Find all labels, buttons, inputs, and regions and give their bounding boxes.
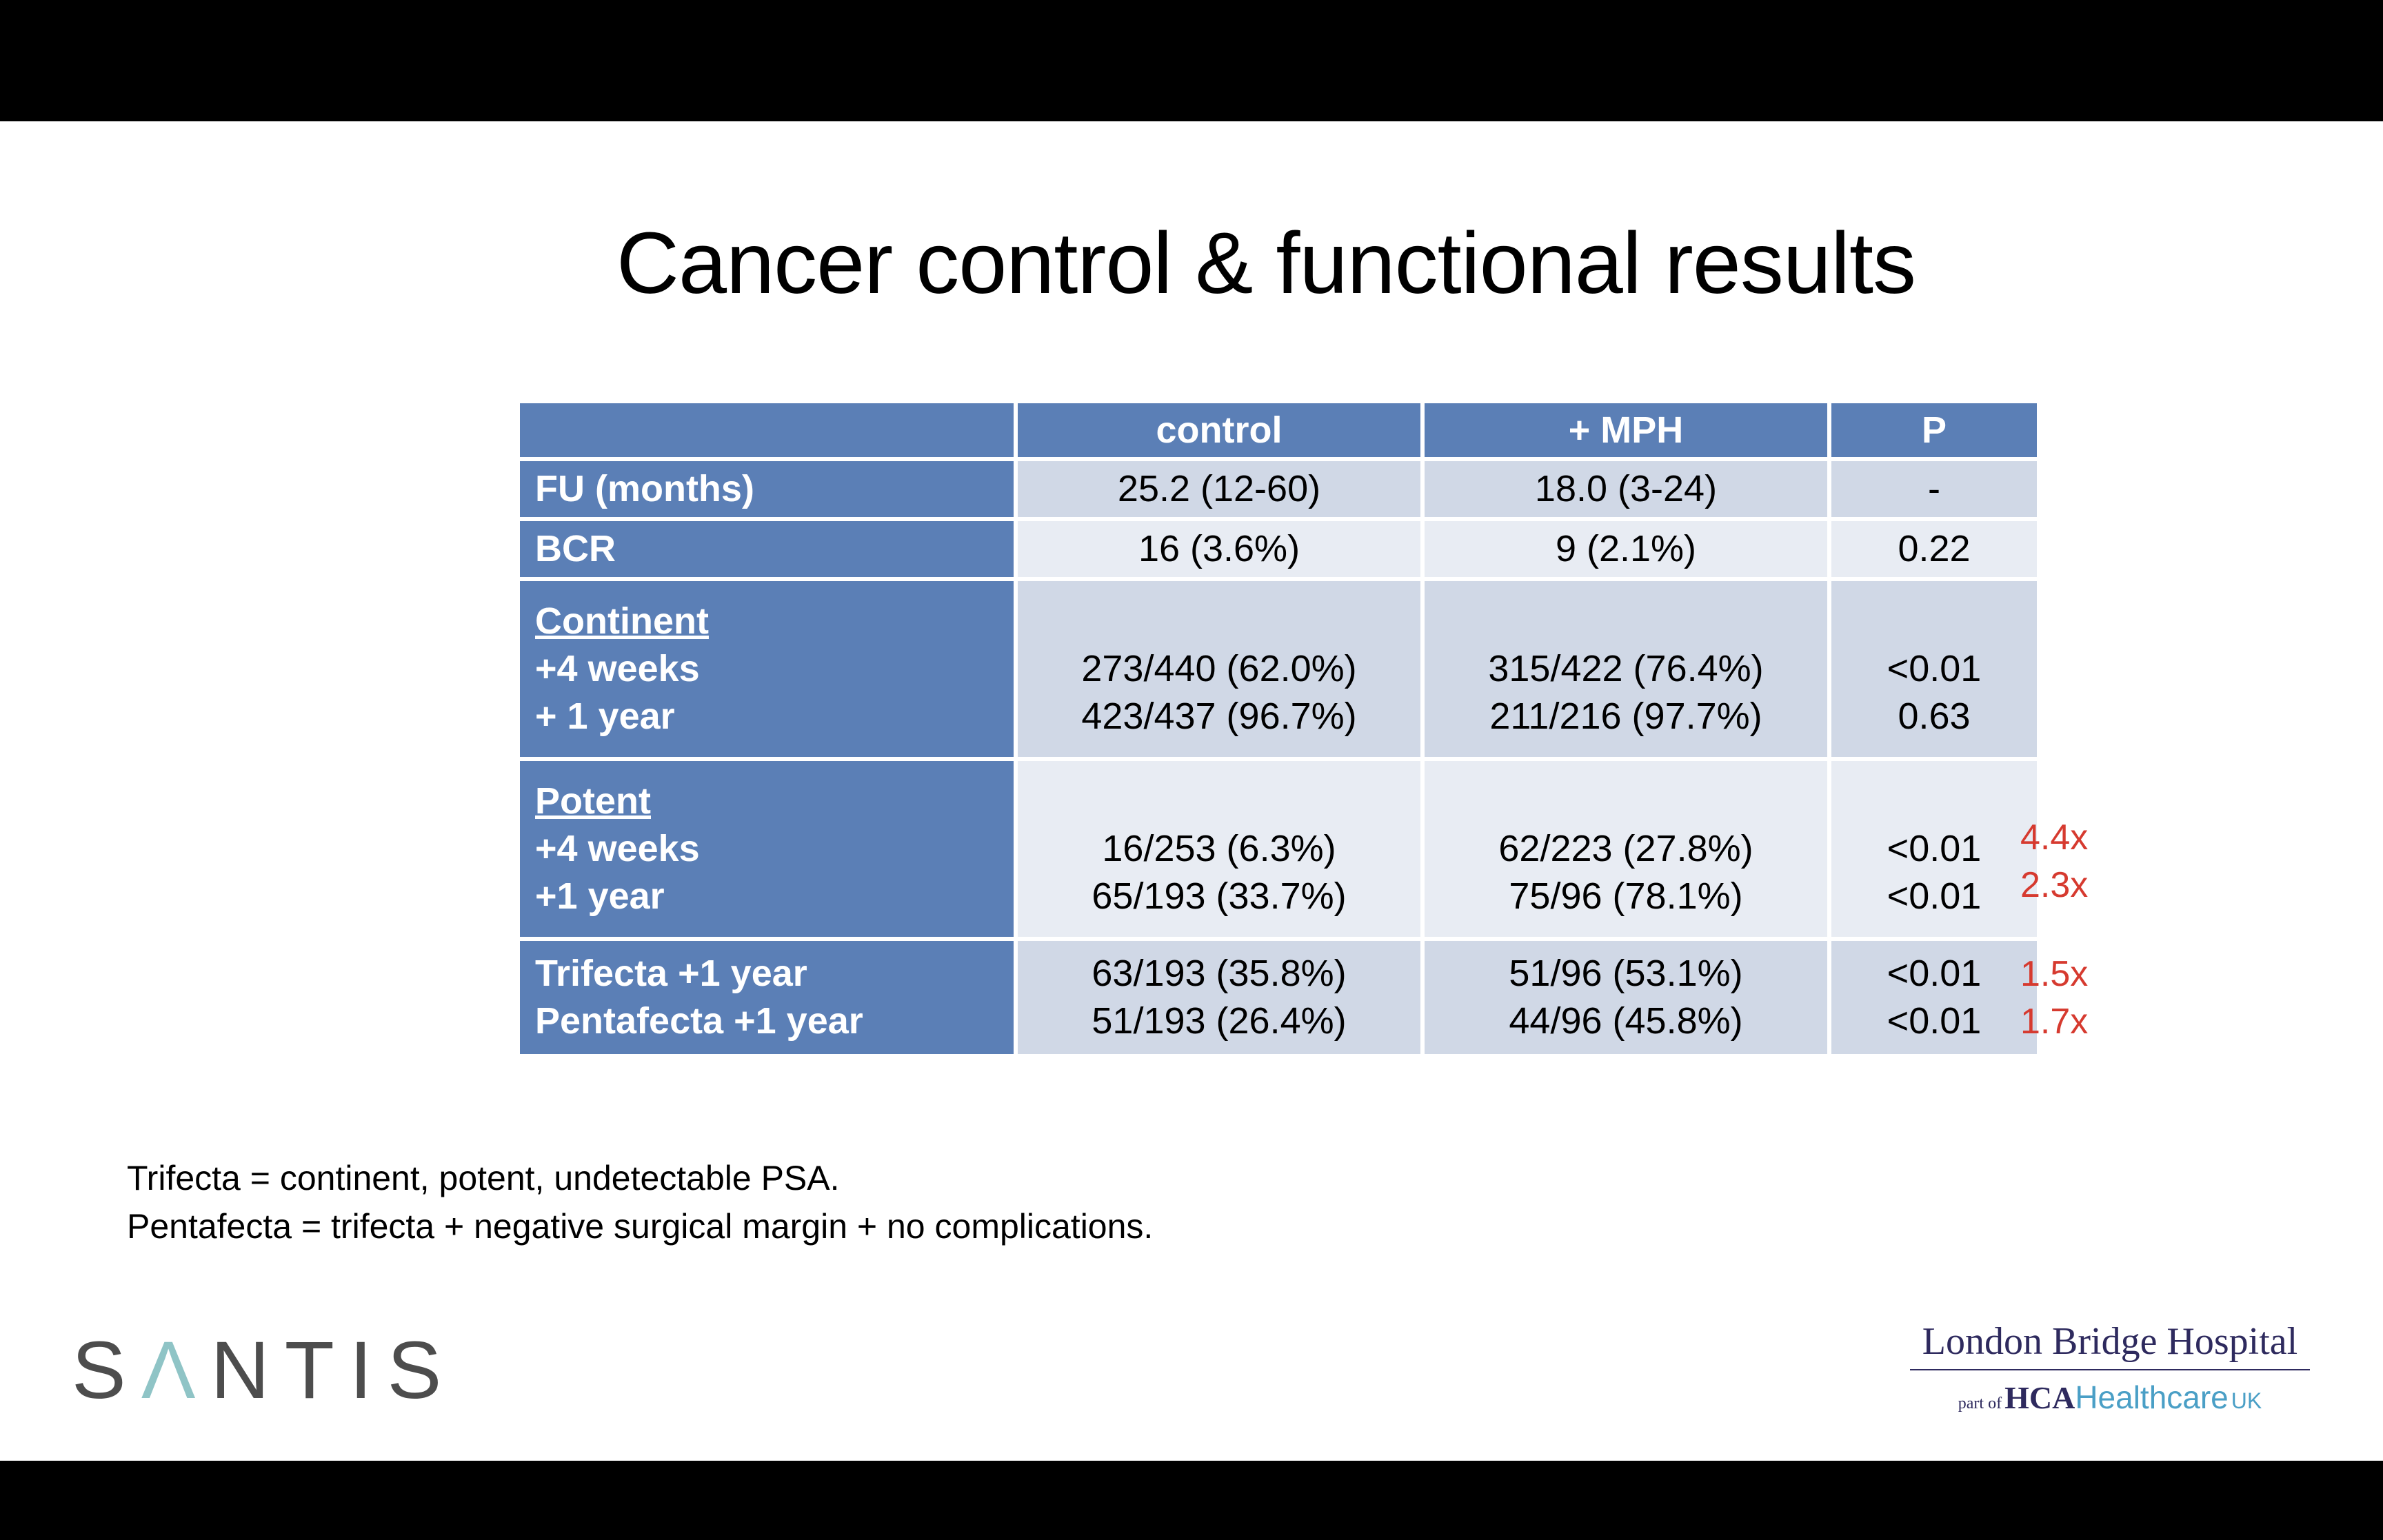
ratio-trifecta: 1.5x bbox=[2020, 954, 2089, 994]
footnotes: Trifecta = continent, potent, undetectab… bbox=[127, 1154, 1153, 1250]
cell-bcr-mph: 9 (2.1%) bbox=[1425, 521, 1827, 577]
lbh-divider bbox=[1910, 1368, 2310, 1370]
footnote-trifecta: Trifecta = continent, potent, undetectab… bbox=[127, 1159, 840, 1197]
lbh-uk: UK bbox=[2231, 1388, 2262, 1413]
continent-p-4w: <0.01 bbox=[1887, 648, 1982, 689]
potent-p-1y: <0.01 bbox=[1887, 875, 1982, 917]
ratio-potent-4w: 4.4x bbox=[2020, 818, 2089, 858]
continent-heading: Continent bbox=[535, 600, 709, 642]
trifecta-control: 63/193 (35.8%) bbox=[1092, 953, 1347, 994]
bottom-black-bar bbox=[0, 1461, 2383, 1540]
row-label-fecta: Trifecta +1 year Pentafecta +1 year bbox=[520, 941, 1014, 1054]
header-cell-empty bbox=[520, 403, 1014, 457]
continent-control-4w: 273/440 (62.0%) bbox=[1081, 648, 1357, 689]
cell-bcr-p: 0.22 bbox=[1831, 521, 2037, 577]
continent-mph-1y: 211/216 (97.7%) bbox=[1489, 696, 1762, 737]
cell-continent-control: 273/440 (62.0%) 423/437 (96.7%) bbox=[1018, 581, 1420, 757]
potent-heading: Potent bbox=[535, 780, 651, 822]
row-label-potent: Potent +4 weeks +1 year bbox=[520, 761, 1014, 937]
table-row-fecta: Trifecta +1 year Pentafecta +1 year 63/1… bbox=[520, 941, 2037, 1054]
table-header-row: control + MPH P bbox=[520, 403, 2037, 457]
potent-mph-4w: 62/223 (27.8%) bbox=[1498, 828, 1753, 869]
continent-label-1y: + 1 year bbox=[535, 696, 675, 737]
lbh-name: London Bridge Hospital bbox=[1922, 1320, 2298, 1363]
pentafecta-control: 51/193 (26.4%) bbox=[1092, 1000, 1347, 1042]
continent-p-1y: 0.63 bbox=[1898, 696, 1971, 737]
cell-potent-mph: 62/223 (27.8%) 75/96 (78.1%) bbox=[1425, 761, 1827, 937]
slide: Cancer control & functional results cont… bbox=[0, 121, 2383, 1461]
row-label-bcr: BCR bbox=[520, 521, 1014, 577]
cell-fecta-control: 63/193 (35.8%) 51/193 (26.4%) bbox=[1018, 941, 1420, 1054]
cell-fu-mph: 18.0 (3-24) bbox=[1425, 461, 1827, 517]
continent-control-1y: 423/437 (96.7%) bbox=[1081, 696, 1357, 737]
continent-mph-4w: 315/422 (76.4%) bbox=[1488, 648, 1764, 689]
cell-fecta-mph: 51/96 (53.1%) 44/96 (45.8%) bbox=[1425, 941, 1827, 1054]
potent-label-1y: +1 year bbox=[535, 875, 665, 917]
table-row-continent: Continent +4 weeks + 1 year 273/440 (62.… bbox=[520, 581, 2037, 757]
cell-bcr-control: 16 (3.6%) bbox=[1018, 521, 1420, 577]
cell-continent-p: <0.01 0.63 bbox=[1831, 581, 2037, 757]
potent-p-4w: <0.01 bbox=[1887, 828, 1982, 869]
london-bridge-hospital-logo: London Bridge Hospital part of HCAHealth… bbox=[1896, 1320, 2324, 1416]
header-cell-control: control bbox=[1018, 403, 1420, 457]
slide-title: Cancer control & functional results bbox=[616, 214, 1916, 312]
potent-control-4w: 16/253 (6.3%) bbox=[1102, 828, 1336, 869]
top-black-bar bbox=[0, 0, 2383, 121]
header-cell-p: P bbox=[1831, 403, 2037, 457]
cell-continent-mph: 315/422 (76.4%) 211/216 (97.7%) bbox=[1425, 581, 1827, 757]
lbh-healthcare: Healthcare bbox=[2075, 1379, 2229, 1415]
header-cell-mph: + MPH bbox=[1425, 403, 1827, 457]
cell-fu-p: - bbox=[1831, 461, 2037, 517]
potent-control-1y: 65/193 (33.7%) bbox=[1092, 875, 1347, 917]
cell-fecta-p: <0.01 <0.01 bbox=[1831, 941, 2037, 1054]
table-row-bcr: BCR 16 (3.6%) 9 (2.1%) 0.22 bbox=[520, 521, 2037, 577]
pentafecta-mph: 44/96 (45.8%) bbox=[1509, 1000, 1743, 1042]
table-row-fu: FU (months) 25.2 (12-60) 18.0 (3-24) - bbox=[520, 461, 2037, 517]
lbh-part-of: part of bbox=[1958, 1394, 2002, 1412]
pentafecta-p: <0.01 bbox=[1887, 1000, 1982, 1042]
footnote-pentafecta: Pentafecta = trifecta + negative surgica… bbox=[127, 1207, 1154, 1246]
row-label-continent: Continent +4 weeks + 1 year bbox=[520, 581, 1014, 757]
table-row-potent: Potent +4 weeks +1 year 16/253 (6.3%) 65… bbox=[520, 761, 2037, 937]
results-table: control + MPH P FU (months) 25.2 (12-60)… bbox=[516, 399, 2041, 1058]
potent-mph-1y: 75/96 (78.1%) bbox=[1509, 875, 1743, 917]
cell-potent-p: <0.01 <0.01 bbox=[1831, 761, 2037, 937]
cell-potent-control: 16/253 (6.3%) 65/193 (33.7%) bbox=[1018, 761, 1420, 937]
pentafecta-label: Pentafecta +1 year bbox=[535, 1000, 863, 1042]
trifecta-p: <0.01 bbox=[1887, 953, 1982, 994]
santis-logo: SΛNTIS bbox=[72, 1325, 457, 1416]
lbh-hca: HCA bbox=[2004, 1379, 2075, 1415]
continent-label-4w: +4 weeks bbox=[535, 648, 700, 689]
trifecta-mph: 51/96 (53.1%) bbox=[1509, 953, 1743, 994]
ratio-potent-1y: 2.3x bbox=[2020, 865, 2089, 905]
row-label-fu: FU (months) bbox=[520, 461, 1014, 517]
trifecta-label: Trifecta +1 year bbox=[535, 953, 807, 994]
potent-label-4w: +4 weeks bbox=[535, 828, 700, 869]
cell-fu-control: 25.2 (12-60) bbox=[1018, 461, 1420, 517]
ratio-pentafecta: 1.7x bbox=[2020, 1002, 2089, 1042]
